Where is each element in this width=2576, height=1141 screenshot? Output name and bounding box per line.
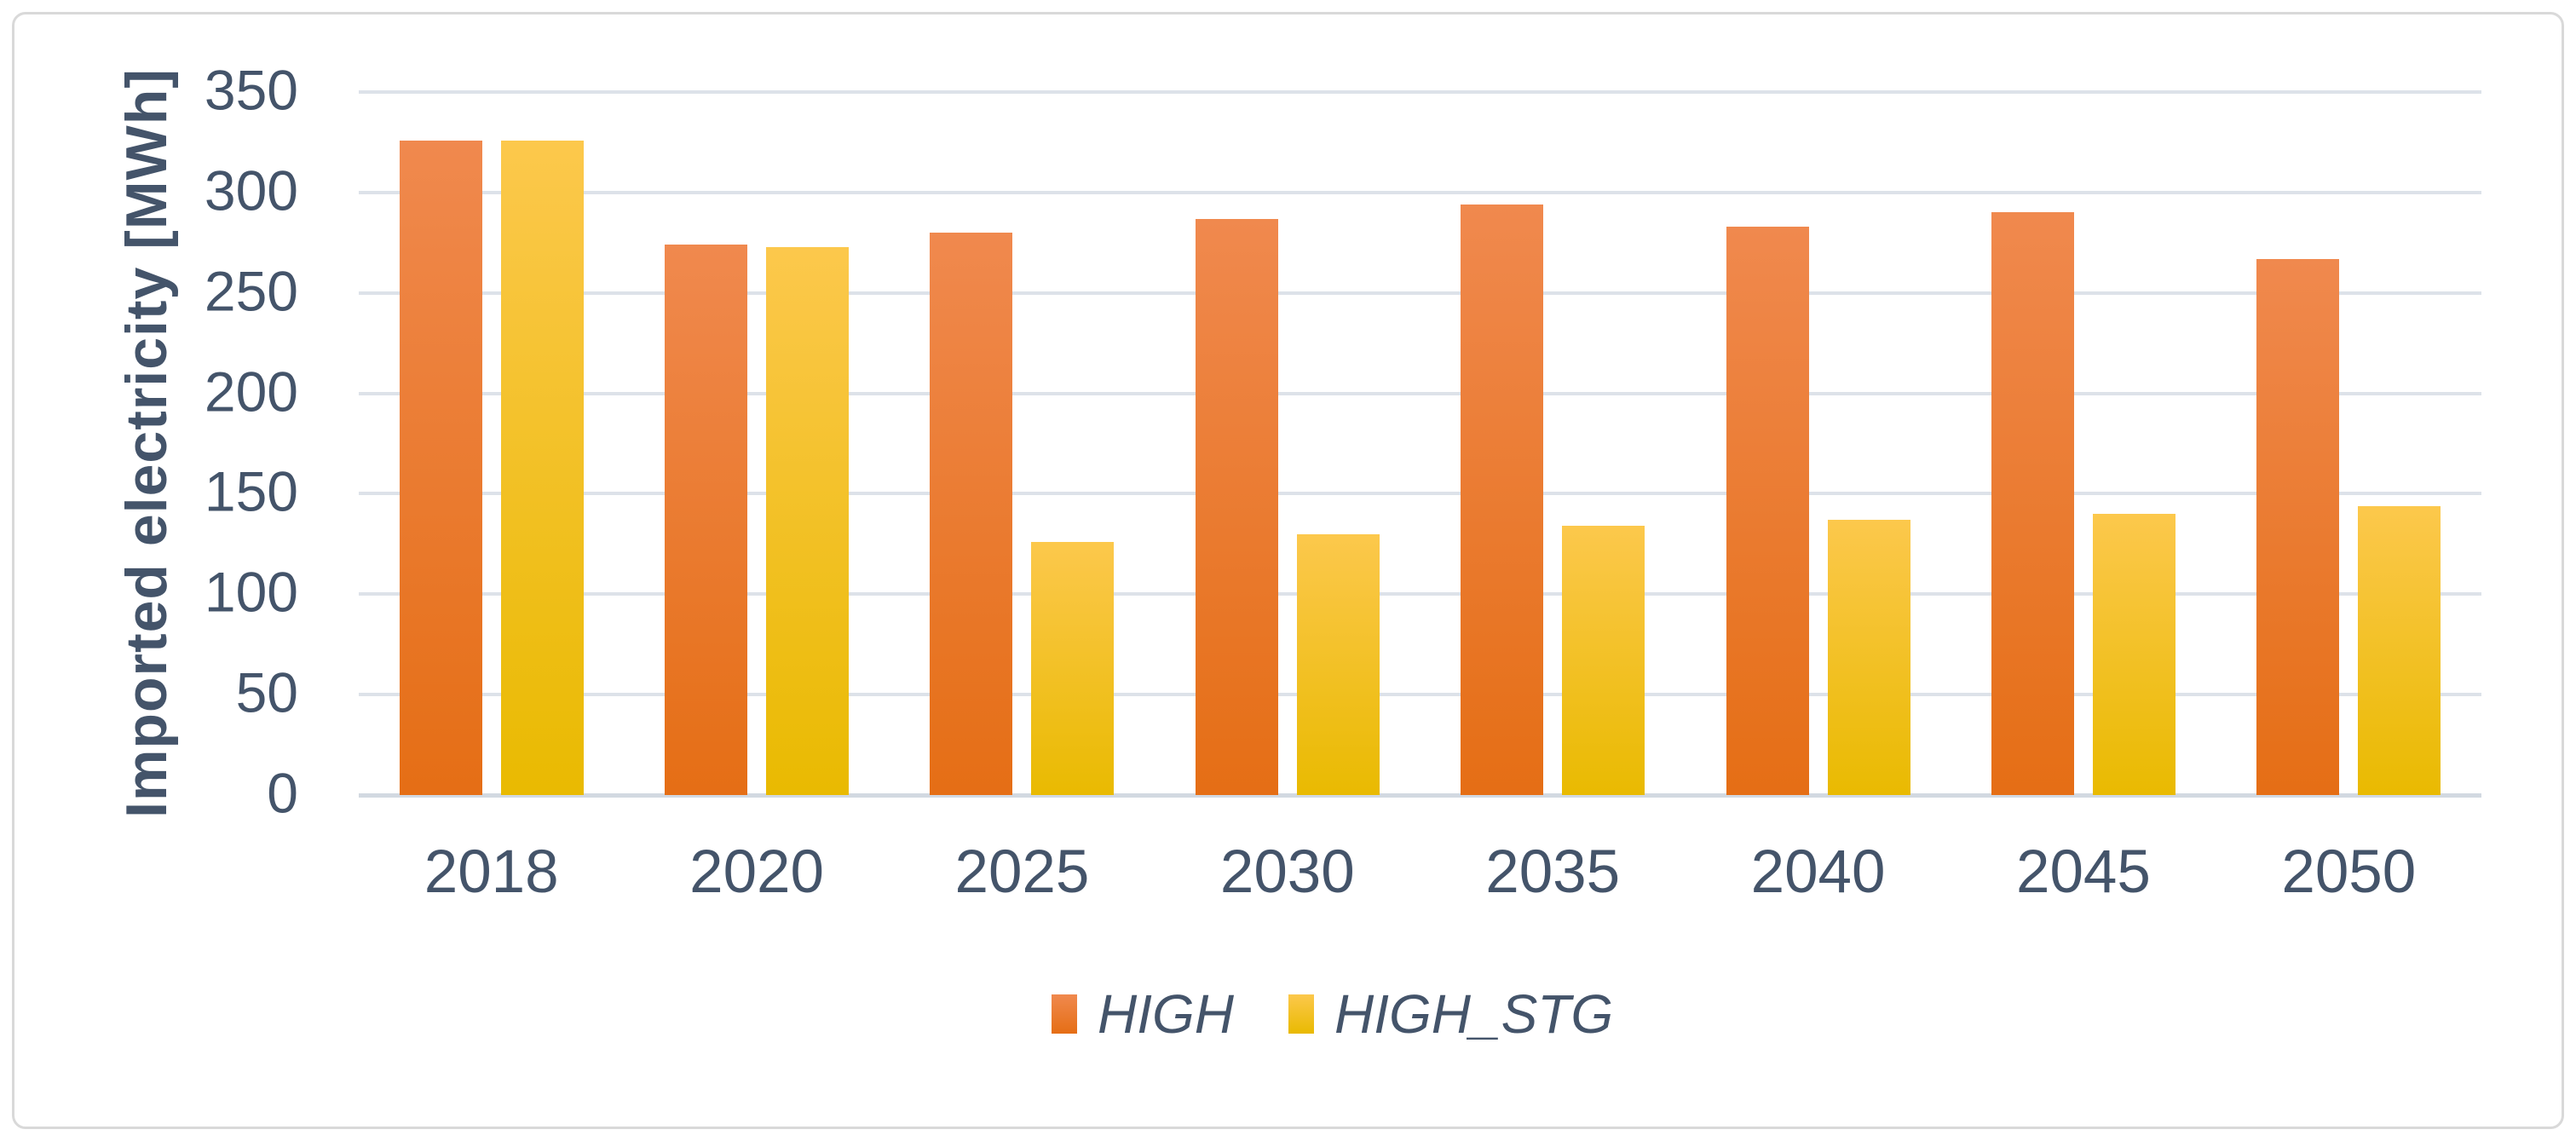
- bar-high-2018: [399, 140, 482, 795]
- gridline: [359, 693, 2481, 697]
- gridline: [359, 492, 2481, 496]
- category-group-2025: [890, 92, 1155, 795]
- category-group-2040: [1686, 92, 1951, 795]
- bar-high_stg-2035: [1562, 526, 1645, 795]
- bar-high_stg-2030: [1296, 533, 1380, 795]
- x-axis-tick-label: 2020: [689, 838, 825, 906]
- bar-high-2040: [1726, 226, 1809, 795]
- category-group-2018: [359, 92, 624, 795]
- bar-high-2045: [1991, 212, 2074, 795]
- y-axis-tick-label: 350: [204, 58, 298, 122]
- legend-marker-high-stg: [1288, 994, 1314, 1034]
- bar-high-2025: [930, 233, 1013, 795]
- x-axis-tick-label: 2040: [1750, 838, 1886, 906]
- bar-high_stg-2025: [1031, 542, 1115, 795]
- plot-area: [359, 90, 2481, 798]
- y-axis-tick-label: 0: [267, 761, 298, 825]
- bar-high-2050: [2256, 258, 2340, 795]
- x-axis-tick-label: 2050: [2281, 838, 2417, 906]
- category-group-2020: [624, 92, 889, 795]
- gridline: [359, 190, 2481, 194]
- category-group-2045: [1951, 92, 2216, 795]
- legend-label-high: HIGH: [1098, 983, 1234, 1045]
- y-axis-title: Imported electricity [MWh]: [114, 68, 179, 818]
- gridline: [359, 90, 2481, 94]
- y-axis-tick-label: 100: [204, 560, 298, 624]
- y-axis-tick-label: 150: [204, 459, 298, 523]
- bar-high-2020: [665, 245, 748, 795]
- x-axis-line: [359, 793, 2481, 798]
- bar-high-2035: [1461, 205, 1544, 795]
- category-group-2050: [2216, 92, 2481, 795]
- y-axis-tick-label: 200: [204, 359, 298, 423]
- y-axis-tick-label: 300: [204, 158, 298, 222]
- x-axis-tick-label: 2018: [424, 838, 559, 906]
- category-group-2035: [1421, 92, 1686, 795]
- y-axis-tick-label: 250: [204, 259, 298, 323]
- legend-item-high-stg: HIGH_STG: [1288, 987, 1613, 1041]
- gridline: [359, 291, 2481, 295]
- bar-high_stg-2050: [2358, 505, 2441, 795]
- x-axis-tick-label: 2025: [954, 838, 1090, 906]
- legend-marker-high: [1052, 994, 1077, 1034]
- x-axis-tick-labels: 2018 2020 2025 2030 2035 2040 2045 2050: [359, 842, 2481, 902]
- legend-item-high: HIGH: [1052, 987, 1234, 1041]
- x-axis-tick-label: 2035: [1485, 838, 1621, 906]
- bar-high_stg-2018: [500, 140, 584, 795]
- gridline: [359, 592, 2481, 596]
- bar-high-2030: [1195, 218, 1278, 795]
- bar-high_stg-2045: [2092, 514, 2175, 795]
- bar-high_stg-2020: [766, 246, 850, 795]
- bar-groups: [359, 92, 2481, 795]
- y-axis-tick-label: 50: [235, 660, 298, 724]
- x-axis-tick-label: 2045: [2015, 838, 2151, 906]
- gridline: [359, 391, 2481, 395]
- bar-high_stg-2040: [1827, 520, 1910, 795]
- category-group-2030: [1155, 92, 1420, 795]
- x-axis-tick-label: 2030: [1219, 838, 1355, 906]
- legend: HIGH HIGH_STG: [1052, 987, 1613, 1041]
- legend-label-high-stg: HIGH_STG: [1334, 983, 1614, 1045]
